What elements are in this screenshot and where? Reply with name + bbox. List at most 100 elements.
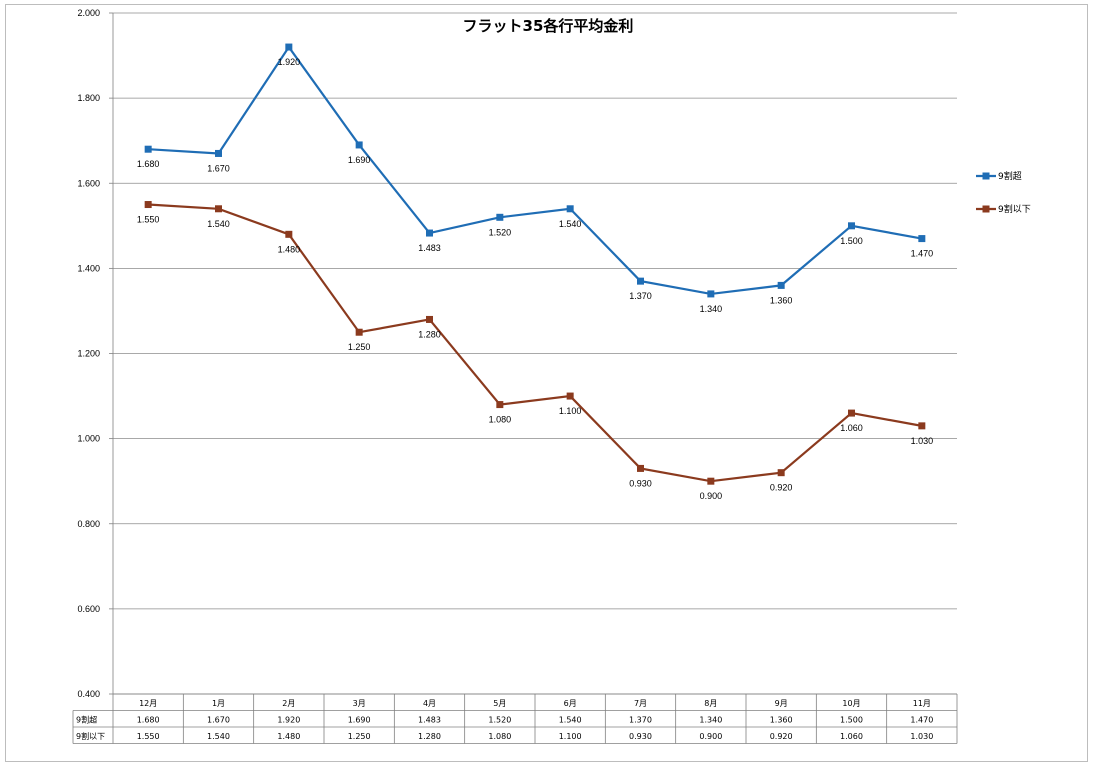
table-cell: 0.900 (699, 732, 722, 741)
data-label: 1.540 (207, 219, 230, 229)
table-cell: 0.930 (629, 732, 652, 741)
data-label: 1.060 (840, 423, 863, 433)
table-cell: 1.483 (418, 716, 441, 725)
series-line (148, 203, 923, 483)
table-cell: 1.540 (207, 732, 230, 741)
legend-marker (982, 172, 990, 180)
table-cell: 1.360 (770, 716, 793, 725)
series-line (148, 45, 923, 296)
data-label: 1.100 (559, 406, 582, 416)
table-cell: 1.250 (348, 732, 371, 741)
category-label: 12月 (139, 699, 157, 708)
table-cell: 0.920 (770, 732, 793, 741)
data-point (285, 230, 293, 238)
table-cell: 1.470 (910, 716, 933, 725)
data-label: 1.483 (418, 243, 441, 253)
data-point (707, 290, 715, 298)
data-label: 0.900 (700, 491, 723, 501)
data-label: 1.480 (278, 244, 301, 254)
table-cell: 1.340 (699, 716, 722, 725)
y-tick-label: 1.000 (77, 434, 100, 444)
data-label: 1.470 (911, 249, 934, 259)
data-label: 1.340 (700, 304, 723, 314)
series-layer (144, 43, 926, 485)
table-cell: 1.920 (277, 716, 300, 725)
y-tick-label: 0.400 (77, 689, 100, 699)
table-cell: 1.690 (348, 716, 371, 725)
data-labels: 1.680 1.670 1.920 1.690 1.483 1.520 1.540 1.370… (137, 57, 933, 501)
y-axis: 2.000 1.800 1.600 1.400 1.200 1.000 0.800 0.600… (77, 8, 114, 699)
data-point (426, 315, 433, 323)
table-cell: 1.370 (629, 716, 652, 725)
data-label: 1.280 (418, 329, 441, 339)
table-cell: 1.280 (418, 732, 441, 741)
category-label: 1月 (212, 699, 225, 708)
data-label: 1.250 (348, 342, 371, 352)
data-point (566, 392, 574, 400)
table-cell: 1.520 (488, 716, 511, 725)
data-point (918, 422, 926, 430)
data-label: 1.500 (840, 236, 863, 246)
table-cell: 1.100 (559, 732, 582, 741)
data-label: 1.030 (911, 436, 934, 446)
data-point (355, 141, 363, 149)
y-tick-label: 2.000 (77, 8, 100, 18)
table-cell: 1.680 (137, 716, 160, 725)
y-tick-label: 1.600 (77, 178, 100, 188)
data-label: 1.920 (278, 57, 301, 67)
category-label: 10月 (842, 699, 860, 708)
table-cell: 1.060 (840, 732, 863, 741)
data-point (707, 477, 715, 485)
chart-title: フラット35各行平均金利 (463, 17, 634, 35)
data-point (496, 213, 504, 221)
category-label: 2月 (282, 699, 295, 708)
data-point (426, 229, 433, 237)
table-cell: 1.080 (488, 732, 511, 741)
chart-frame (5, 4, 1088, 762)
category-label: 8月 (704, 699, 717, 708)
data-point (637, 464, 644, 472)
table-cell: 1.030 (910, 732, 933, 741)
data-label: 0.920 (770, 483, 793, 493)
data-point (215, 205, 222, 213)
data-point (566, 205, 574, 213)
data-point (496, 401, 504, 409)
legend-marker (982, 205, 990, 213)
data-label: 1.670 (207, 163, 230, 173)
data-point (848, 409, 855, 417)
data-label: 1.540 (559, 219, 582, 229)
gridlines (113, 12, 957, 695)
category-label: 4月 (423, 699, 436, 708)
data-label: 1.370 (629, 291, 652, 301)
data-label: 1.550 (137, 215, 160, 225)
legend: 9割超 9割以下 (976, 170, 1031, 215)
table-cell: 1.500 (840, 716, 863, 725)
data-point (637, 277, 644, 285)
data-point (918, 235, 926, 243)
legend-label: 9割以下 (998, 203, 1031, 215)
data-point (355, 328, 363, 336)
y-tick-label: 1.800 (77, 93, 100, 103)
data-point (144, 145, 152, 153)
data-point (848, 222, 855, 230)
table-series-name: 9割超 (76, 715, 97, 725)
data-point (144, 201, 152, 209)
data-label: 1.520 (489, 227, 512, 237)
category-label: 6月 (564, 699, 577, 708)
data-point (777, 281, 785, 289)
data-table: 12月 1月 2月 3月 4月 5月 6月 7月 8月 9月 10月 11月 9割超 1.680 1.670… (72, 693, 958, 744)
y-tick-label: 0.600 (77, 604, 100, 614)
data-point (285, 43, 293, 51)
data-point (215, 149, 222, 157)
table-cell: 1.670 (207, 716, 230, 725)
data-point (777, 469, 785, 477)
category-label: 3月 (353, 699, 366, 708)
y-tick-label: 1.200 (77, 349, 100, 359)
y-tick-label: 0.800 (77, 519, 100, 529)
table-series-name: 9割以下 (76, 731, 105, 741)
table-cell: 1.540 (559, 716, 582, 725)
data-label: 1.690 (348, 155, 371, 165)
data-label: 1.360 (770, 295, 793, 305)
category-label: 11月 (913, 699, 931, 708)
